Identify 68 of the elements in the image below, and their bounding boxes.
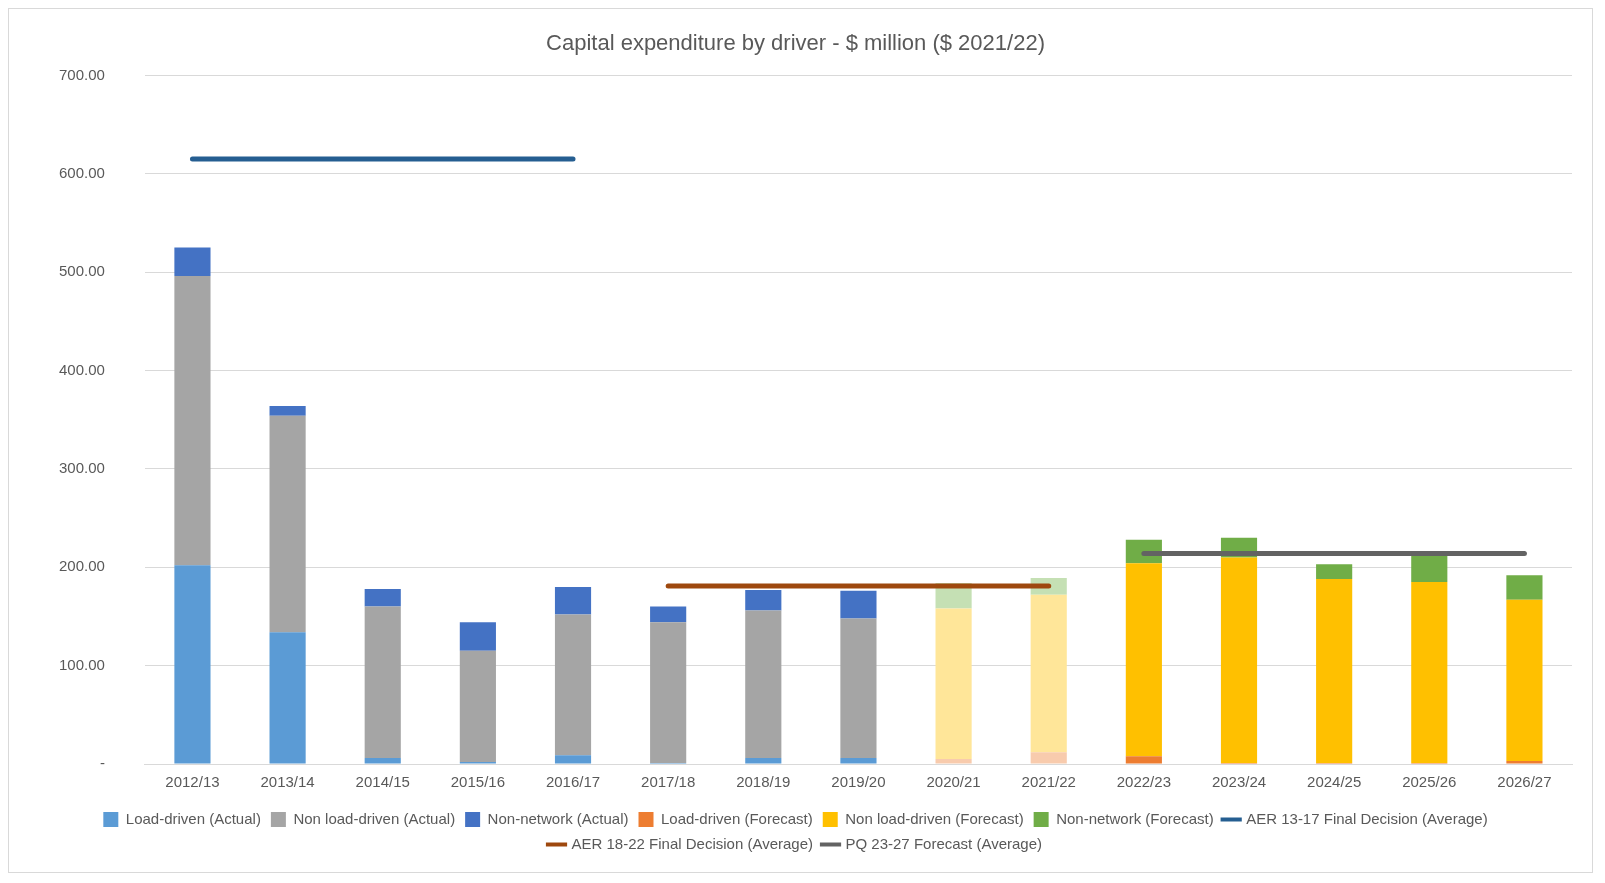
y-tick-label: 600.00 bbox=[58, 163, 105, 181]
bar bbox=[1316, 564, 1353, 580]
bar bbox=[269, 405, 306, 416]
x-tick-label: 2023/24 bbox=[1211, 773, 1267, 791]
legend-label: Load-driven (Forecast) bbox=[661, 809, 813, 827]
bar bbox=[269, 632, 306, 764]
x-tick-label: 2019/20 bbox=[831, 773, 886, 791]
bar bbox=[650, 622, 687, 764]
x-tick-label: 2022/23 bbox=[1116, 773, 1171, 791]
bar bbox=[840, 758, 877, 764]
y-tick-label: 300.00 bbox=[58, 459, 105, 477]
bar bbox=[554, 586, 592, 615]
bar bbox=[840, 590, 877, 619]
bar bbox=[1411, 582, 1448, 764]
bar bbox=[1125, 563, 1162, 757]
bar bbox=[364, 588, 401, 607]
y-tick-label: 100.00 bbox=[58, 655, 105, 673]
x-tick-label: 2012/13 bbox=[165, 773, 220, 791]
bar bbox=[1506, 575, 1543, 600]
x-tick-label: 2018/19 bbox=[736, 773, 791, 791]
bar bbox=[554, 755, 592, 764]
bar bbox=[745, 610, 782, 759]
x-tick-label: 2016/17 bbox=[545, 773, 601, 791]
bar bbox=[459, 650, 496, 763]
bar bbox=[935, 608, 972, 760]
bar bbox=[554, 614, 592, 756]
bar bbox=[174, 565, 211, 764]
x-tick-label: 2017/18 bbox=[641, 773, 696, 791]
chart-title: Capital expenditure by driver - $ million ($ 2021/22) bbox=[546, 30, 1045, 56]
bar bbox=[174, 276, 211, 566]
legend-label: Non-network (Actual) bbox=[487, 809, 629, 827]
bar bbox=[1506, 761, 1543, 764]
bar bbox=[1506, 599, 1543, 762]
bar bbox=[1030, 752, 1067, 764]
legend-label: Non load-driven (Actual) bbox=[293, 809, 456, 827]
legend-label: AER 18-22 Final Decision (Average) bbox=[571, 834, 814, 852]
bar bbox=[935, 759, 972, 764]
x-tick-label: 2015/16 bbox=[450, 773, 505, 791]
x-tick-label: 2026/27 bbox=[1497, 773, 1552, 791]
legend-label: Non load-driven (Forecast) bbox=[845, 809, 1024, 827]
x-tick-label: 2021/22 bbox=[1021, 773, 1076, 791]
legend-label: Load-driven (Actual) bbox=[125, 809, 261, 827]
bar bbox=[745, 589, 782, 611]
bar bbox=[1220, 557, 1258, 764]
legend-label: Non-network (Forecast) bbox=[1056, 809, 1214, 827]
bar bbox=[1316, 579, 1353, 764]
bar bbox=[364, 606, 401, 759]
y-tick-label: 500.00 bbox=[58, 262, 105, 280]
y-tick-label: 400.00 bbox=[58, 360, 105, 378]
bar bbox=[174, 247, 211, 277]
x-tick-label: 2020/21 bbox=[926, 773, 981, 791]
bar bbox=[1125, 756, 1162, 764]
bar bbox=[650, 606, 687, 623]
y-tick-label: - bbox=[99, 754, 105, 772]
x-tick-label: 2025/26 bbox=[1402, 773, 1457, 791]
legend-label: PQ 23-27 Forecast (Average) bbox=[845, 834, 1042, 852]
bar bbox=[1030, 594, 1067, 753]
y-tick-label: 200.00 bbox=[58, 557, 105, 575]
bar bbox=[840, 618, 877, 759]
y-tick-label: 700.00 bbox=[58, 65, 105, 83]
legend-label: AER 13-17 Final Decision (Average) bbox=[1246, 809, 1488, 827]
bar bbox=[459, 622, 496, 651]
bar bbox=[269, 415, 306, 633]
x-tick-label: 2024/25 bbox=[1307, 773, 1362, 791]
bar bbox=[745, 758, 782, 764]
x-tick-label: 2014/15 bbox=[355, 773, 410, 791]
x-tick-label: 2013/14 bbox=[260, 773, 315, 791]
bar bbox=[364, 758, 401, 764]
